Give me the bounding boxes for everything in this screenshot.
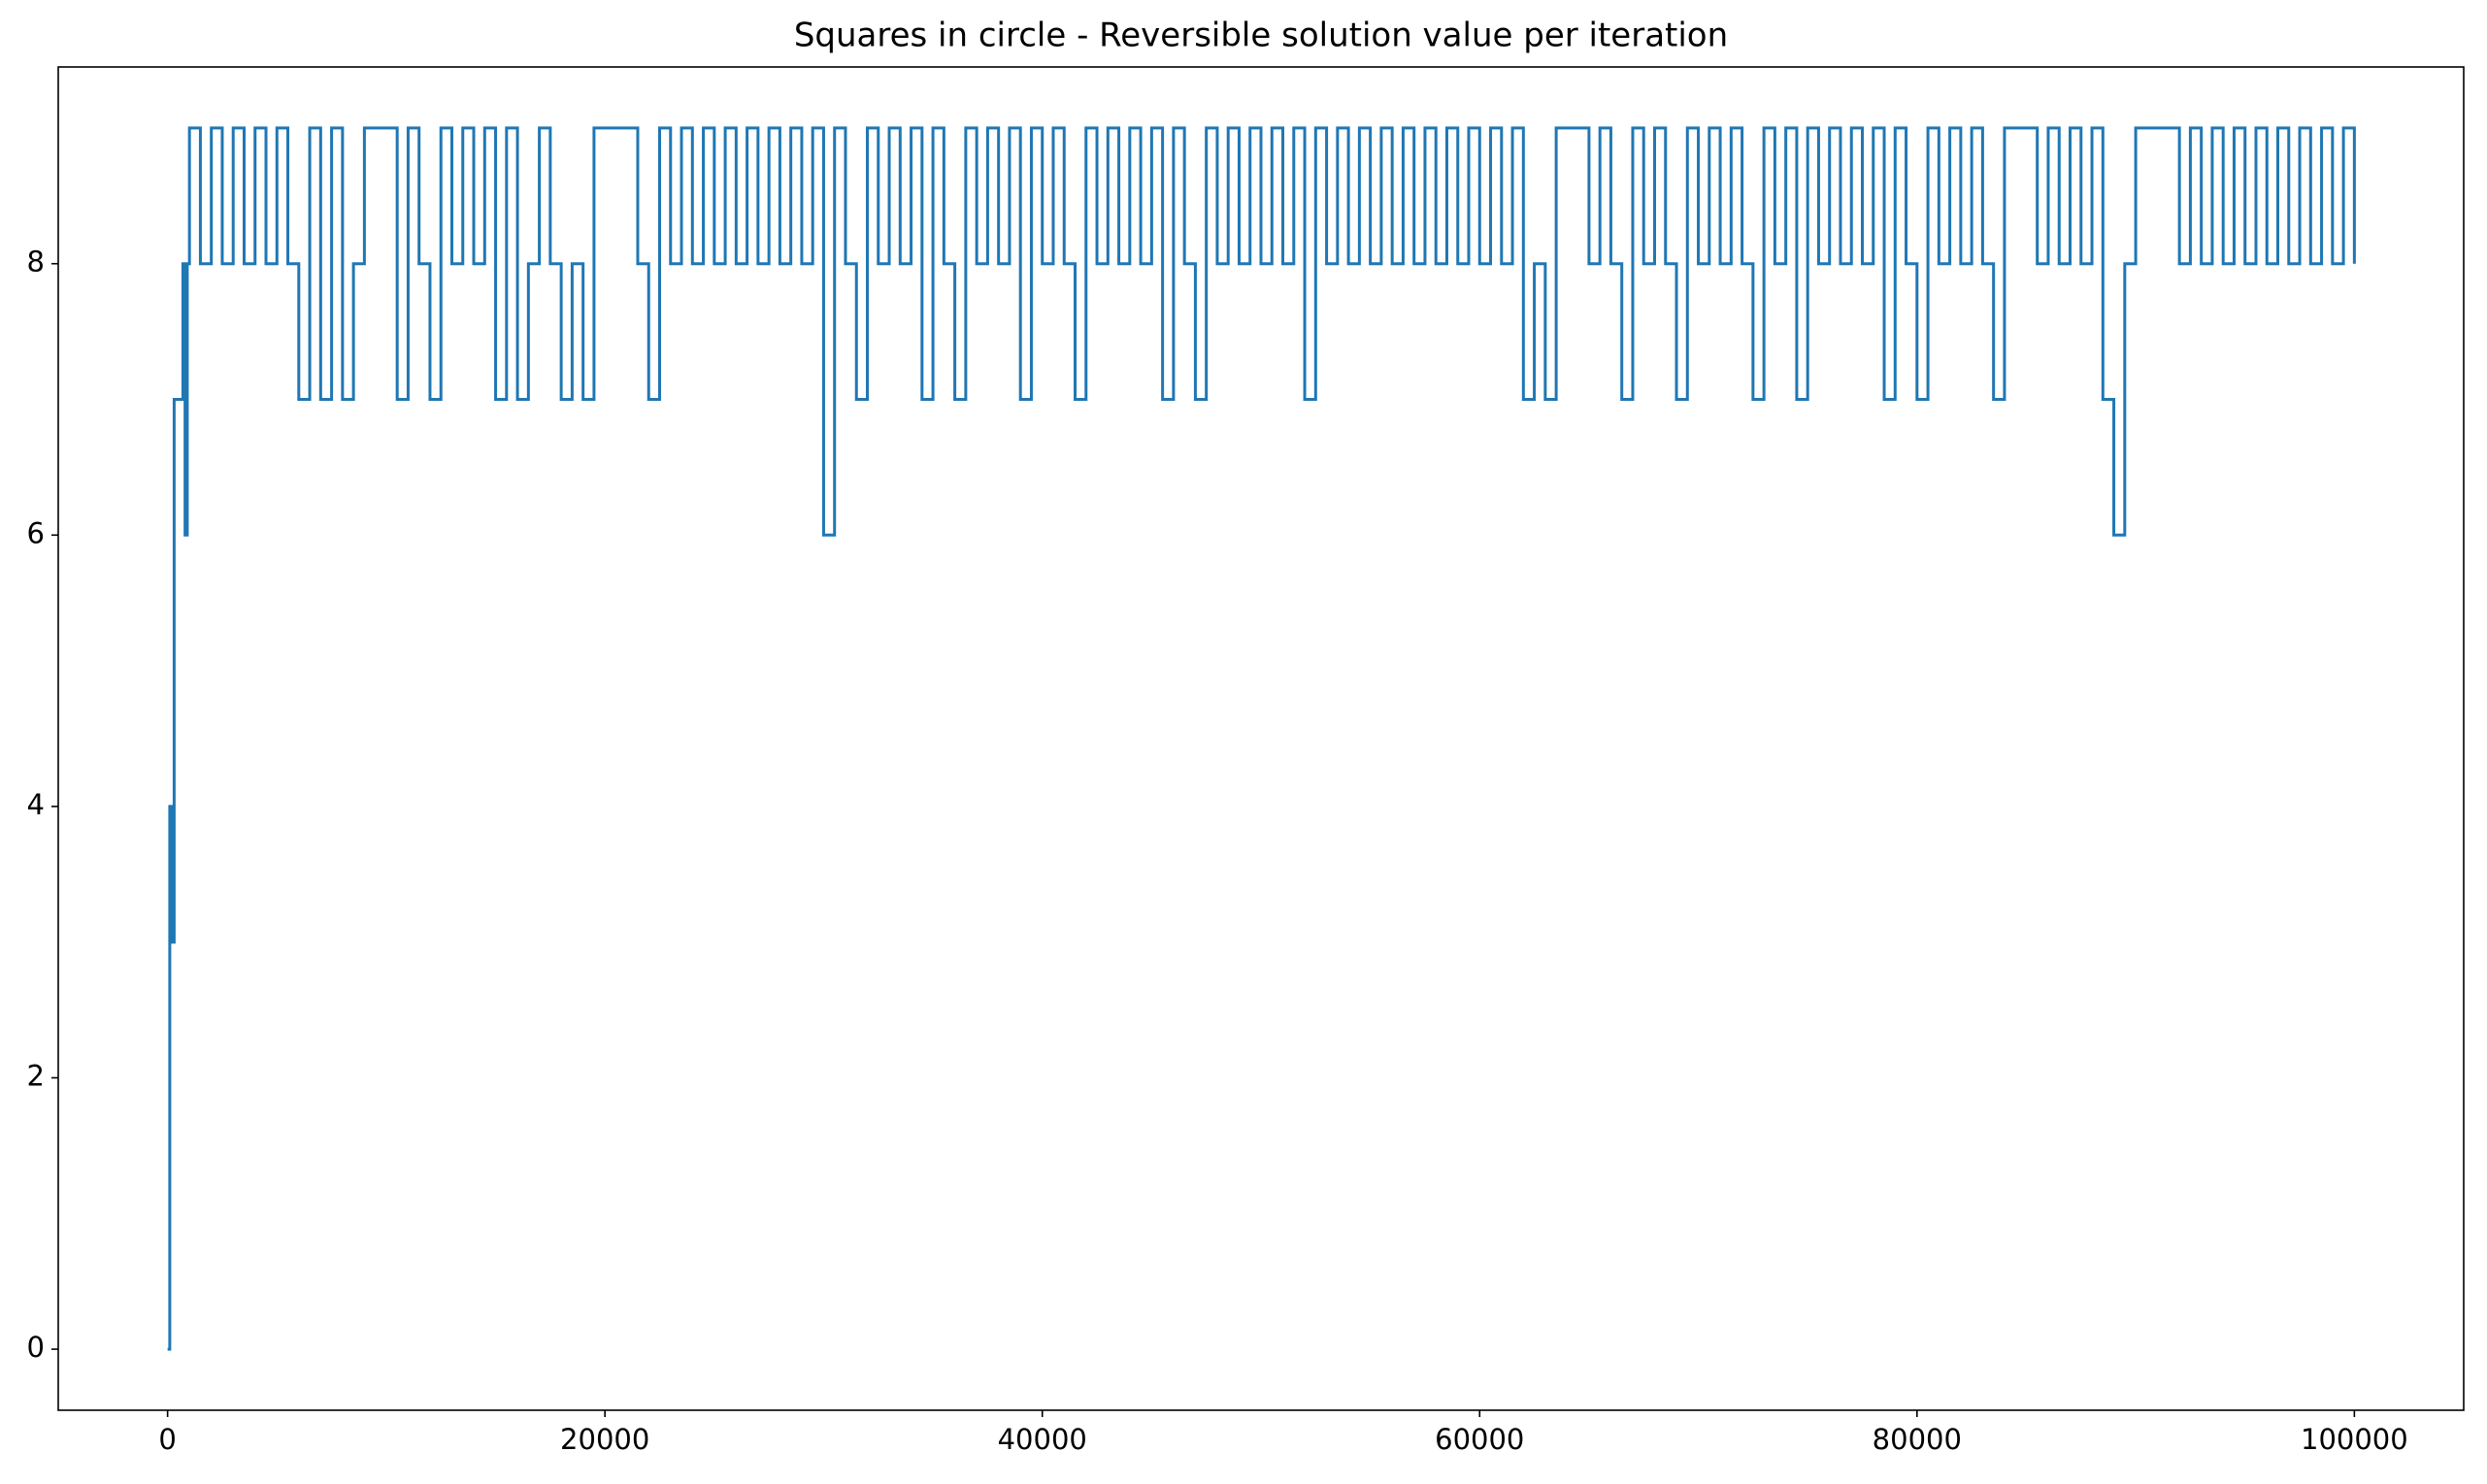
plot-frame <box>57 66 2465 1411</box>
x-tick-label: 20000 <box>560 1423 649 1456</box>
data-line <box>167 126 2356 1351</box>
x-tick-label: 40000 <box>998 1423 1087 1456</box>
x-tick-label: 80000 <box>1873 1423 1962 1456</box>
y-tick-label: 8 <box>27 246 45 279</box>
y-tick-label: 4 <box>27 788 45 821</box>
x-tick-label: 0 <box>158 1423 176 1456</box>
x-tick-label: 100000 <box>2301 1423 2408 1456</box>
y-tick-label: 6 <box>27 516 45 549</box>
x-tick-label: 60000 <box>1435 1423 1524 1456</box>
y-tick-label: 0 <box>27 1331 45 1364</box>
y-tick-label: 2 <box>27 1059 45 1092</box>
chart-title: Squares in circle - Reversible solution … <box>794 16 1728 55</box>
